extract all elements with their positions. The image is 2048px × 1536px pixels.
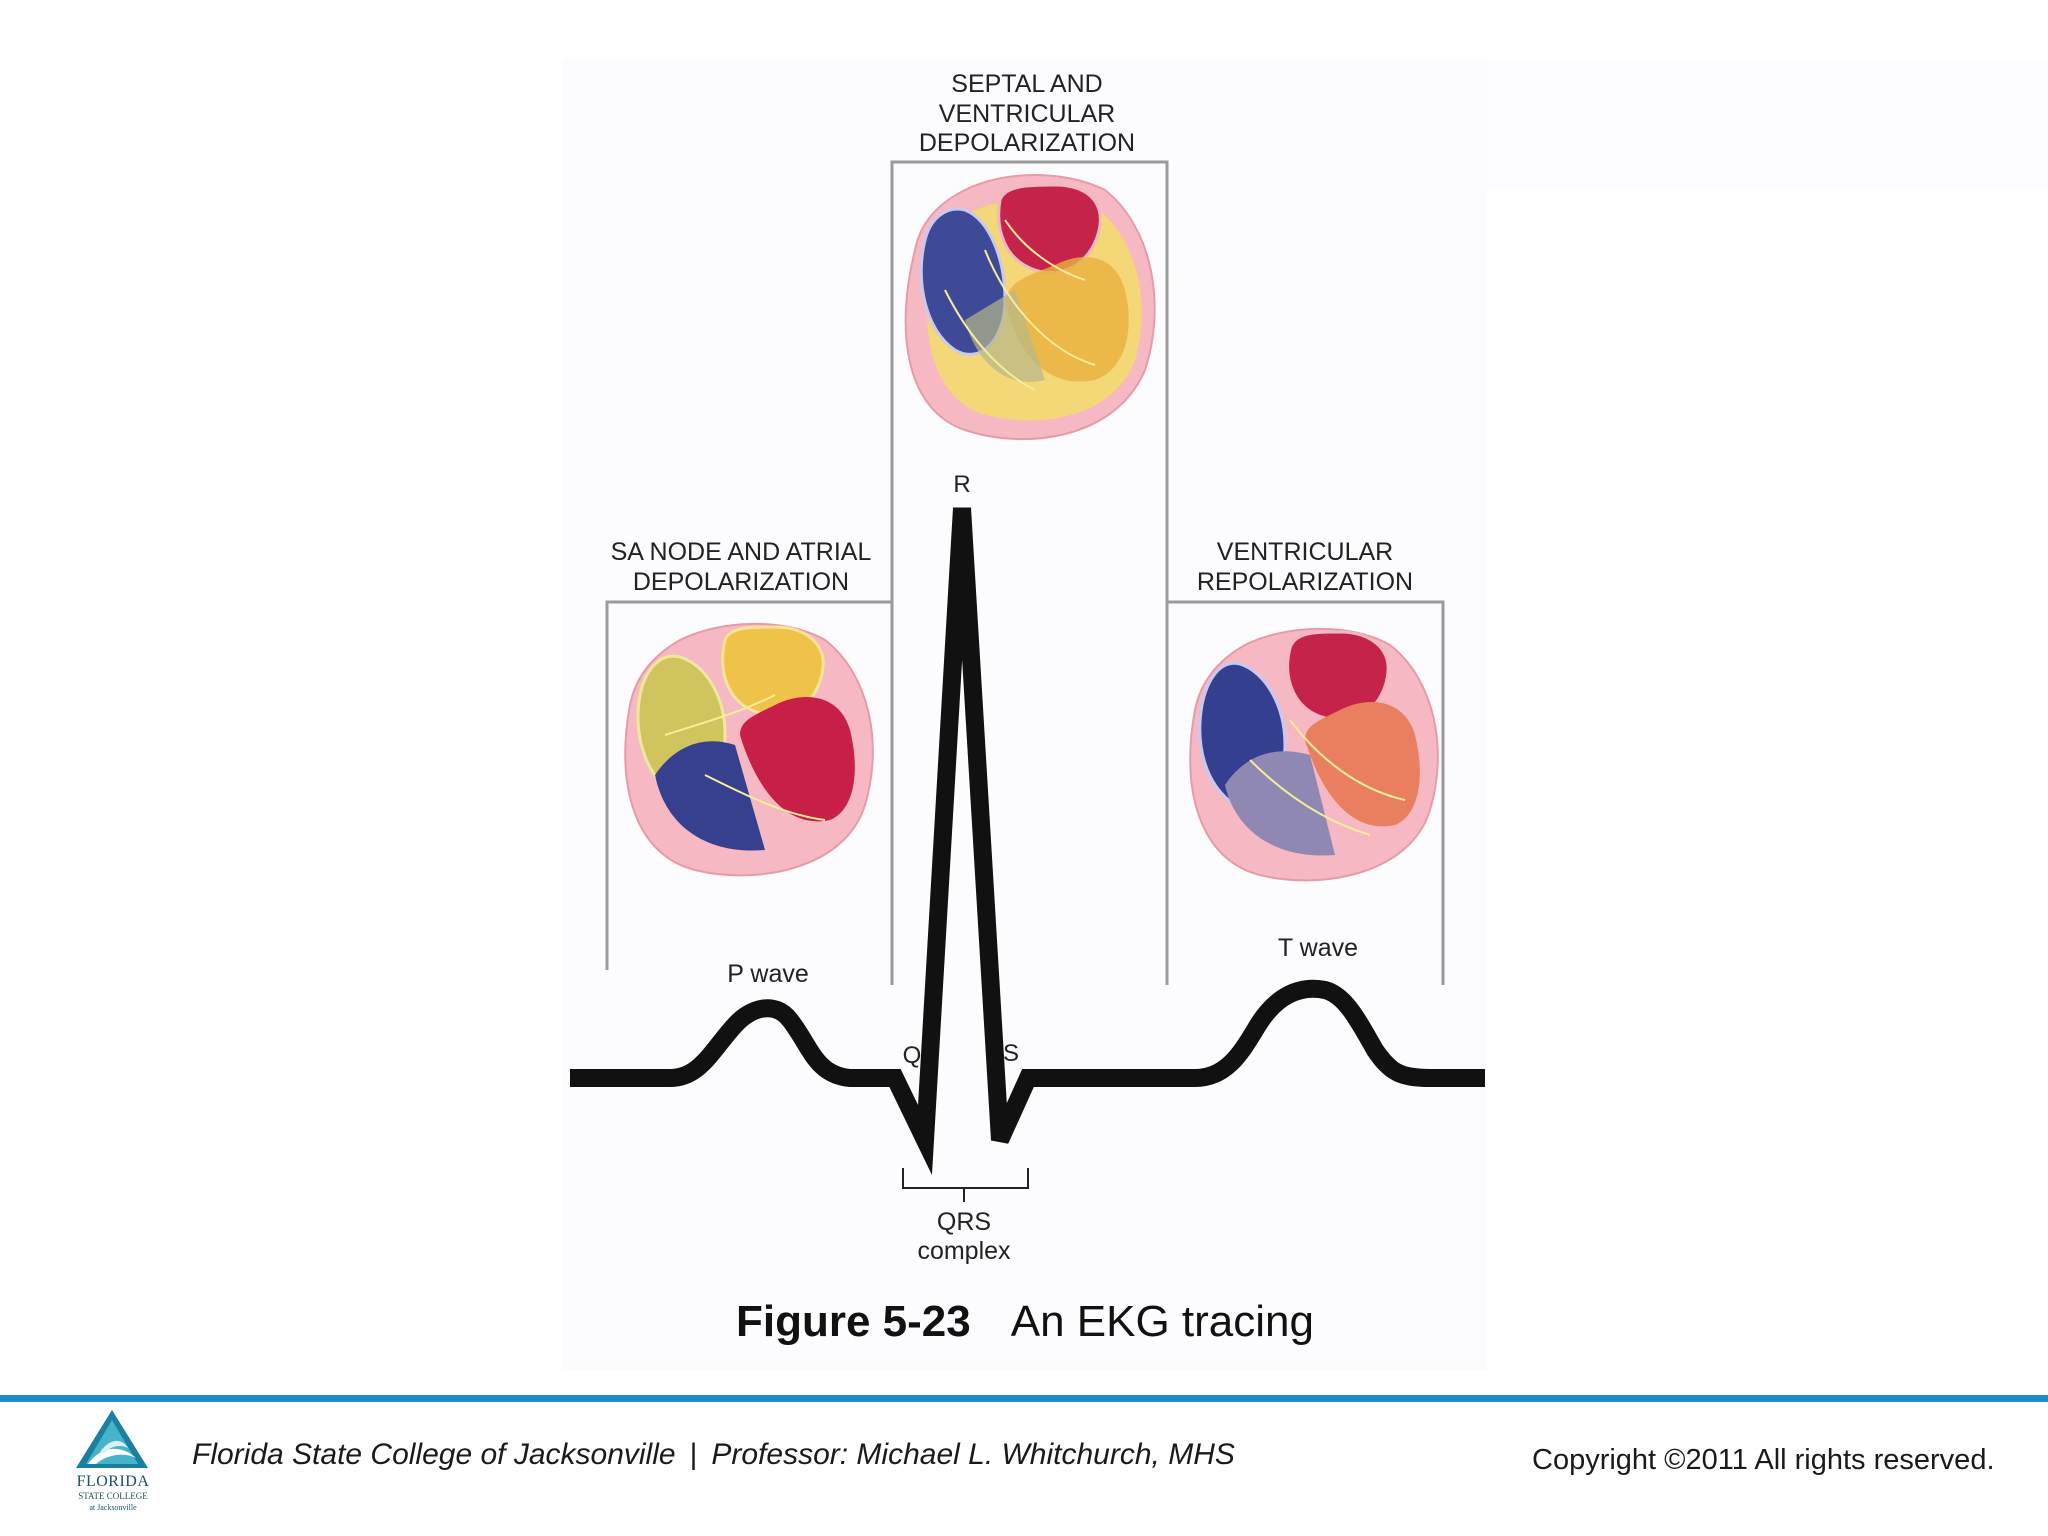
vr-label-line1: VENTRICULAR — [1217, 538, 1393, 566]
q-label: Q — [903, 1042, 922, 1069]
heart-illustration-ventricular-depolarization — [904, 174, 1156, 441]
septal-label-line2: VENTRICULAR — [939, 100, 1115, 128]
logo-text-jacksonville: at Jacksonville — [89, 1503, 137, 1512]
footer-professor: Professor: Michael L. Whitchurch, MHS — [711, 1438, 1235, 1471]
ekg-trace — [570, 507, 1485, 1176]
sa-label-line2: DEPOLARIZATION — [633, 568, 849, 596]
figure-caption: Figure 5-23 An EKG tracing — [736, 1297, 1314, 1346]
septal-label-line1: SEPTAL AND — [951, 70, 1102, 98]
footer-divider — [0, 1395, 2048, 1402]
t-wave-label: T wave — [1278, 934, 1358, 962]
s-label: S — [1003, 1040, 1019, 1067]
r-label: R — [953, 471, 970, 498]
qrs-label-line1: QRS — [937, 1208, 991, 1236]
footer-separator: | — [689, 1438, 698, 1471]
logo-text-florida: FLORIDA — [76, 1473, 150, 1490]
figure-caption-title: An EKG tracing — [1011, 1297, 1314, 1346]
septal-label-line3: DEPOLARIZATION — [919, 129, 1135, 157]
qrs-label-line2: complex — [917, 1237, 1011, 1265]
vr-box-outline — [1167, 600, 1445, 985]
figure-caption-number: Figure 5-23 — [736, 1297, 971, 1346]
footer-institution: Florida State College of Jacksonville — [192, 1438, 676, 1471]
footer-copyright: Copyright ©2011 All rights reserved. — [1532, 1444, 1995, 1476]
heart-illustration-atrial-depolarization — [624, 622, 874, 877]
logo-text-state-college: STATE COLLEGE — [78, 1491, 148, 1501]
vr-label-line2: REPOLARIZATION — [1197, 568, 1413, 596]
college-logo — [76, 1410, 148, 1468]
footer-credits: Florida State College of Jacksonville | Pr… — [192, 1438, 1235, 1472]
septal-box-outline — [890, 160, 1169, 985]
qrs-bracket — [902, 1168, 1029, 1189]
sa-label-line1: SA NODE AND ATRIAL — [611, 538, 872, 566]
p-wave-label: P wave — [727, 960, 809, 988]
sa-box-outline — [605, 600, 892, 970]
figure-background-strip — [1487, 60, 2048, 190]
heart-illustration-ventricular-repolarization — [1189, 627, 1439, 882]
